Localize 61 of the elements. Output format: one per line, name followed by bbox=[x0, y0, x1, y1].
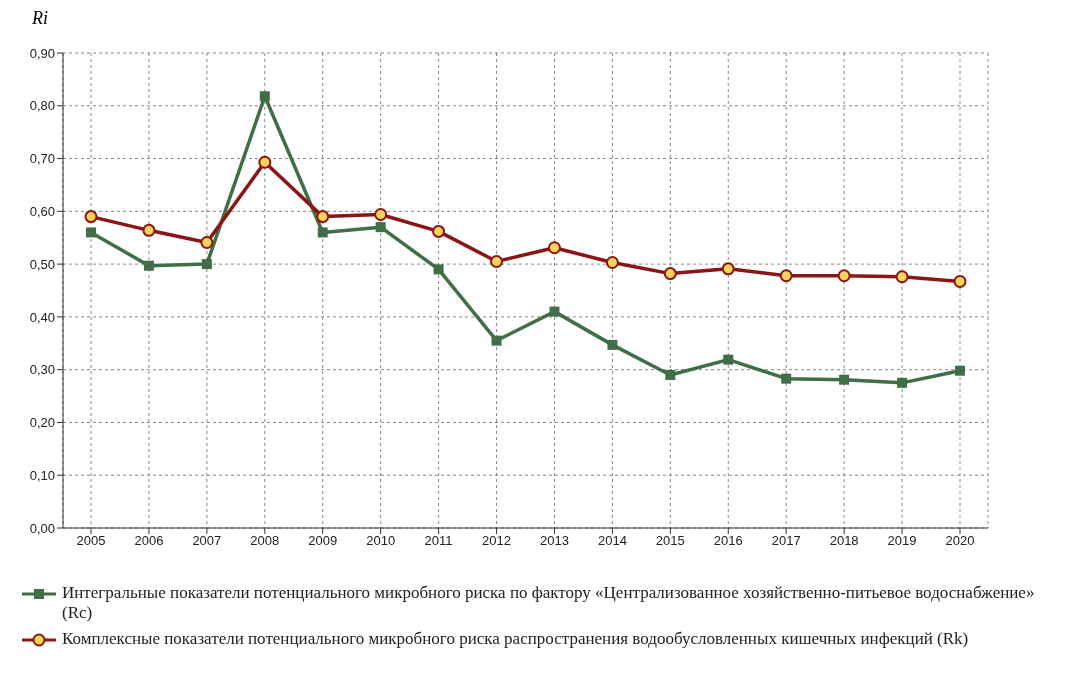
point bbox=[607, 339, 618, 350]
x-tick-label: 2009 bbox=[308, 533, 338, 549]
point bbox=[433, 264, 444, 275]
x-tick-label: 2005 bbox=[76, 533, 106, 549]
point bbox=[143, 260, 154, 271]
x-tick-label: 2020 bbox=[945, 533, 975, 549]
y-tick-label: 0,90 bbox=[29, 45, 55, 61]
x-tick-label: 2016 bbox=[713, 533, 743, 549]
point bbox=[663, 267, 677, 281]
legend-label: Комплексные показатели потенциального микробного риска распространения водообусловленных кишечных инфекций (Rk) bbox=[62, 629, 969, 649]
point bbox=[897, 377, 908, 388]
y-axis-title: Ri bbox=[32, 8, 48, 29]
x-tick-label: 2008 bbox=[250, 533, 280, 549]
x-tick-label: 2015 bbox=[655, 533, 685, 549]
x-tick-label: 2011 bbox=[424, 533, 453, 549]
x-tick-label: 2018 bbox=[829, 533, 859, 549]
x-tick-label: 2014 bbox=[597, 533, 627, 549]
point bbox=[317, 227, 328, 238]
x-tick-label: 2017 bbox=[771, 533, 801, 549]
point bbox=[781, 373, 792, 384]
x-tick-label: 2013 bbox=[540, 533, 569, 549]
point bbox=[84, 210, 98, 224]
y-tick-label: 0,20 bbox=[29, 415, 55, 431]
y-tick-label: 0,50 bbox=[29, 256, 55, 272]
point bbox=[316, 210, 330, 224]
point bbox=[723, 354, 734, 365]
point bbox=[837, 269, 851, 283]
point bbox=[375, 222, 386, 233]
y-tick-label: 0,70 bbox=[29, 151, 55, 167]
point bbox=[258, 155, 272, 169]
legend-label: Интегральные показатели потенциального микробного риска по фактору «Централизованное хозяйственно-питьевое водоснабжение» (Rc) bbox=[62, 583, 1036, 623]
point bbox=[721, 262, 735, 276]
point bbox=[547, 241, 561, 255]
y-tick-label: 0,60 bbox=[29, 203, 55, 219]
y-tick-label: 0,80 bbox=[29, 98, 55, 114]
point bbox=[86, 227, 96, 238]
x-tick-label: 2012 bbox=[482, 533, 511, 549]
point bbox=[142, 223, 156, 237]
point bbox=[200, 235, 214, 249]
point bbox=[953, 275, 967, 289]
point bbox=[491, 335, 502, 346]
point bbox=[665, 369, 676, 380]
point bbox=[201, 259, 212, 270]
point bbox=[779, 269, 793, 283]
y-tick-label: 0,40 bbox=[29, 309, 55, 325]
y-tick-label: 0,10 bbox=[29, 467, 55, 483]
x-tick-label: 2007 bbox=[192, 533, 222, 549]
point bbox=[895, 270, 909, 284]
point bbox=[259, 91, 270, 102]
x-tick-label: 2010 bbox=[366, 533, 396, 549]
x-tick-label: 2006 bbox=[134, 533, 164, 549]
point bbox=[432, 224, 446, 238]
point bbox=[490, 254, 504, 268]
y-tick-label: 0,30 bbox=[29, 362, 55, 378]
point bbox=[549, 306, 560, 317]
point bbox=[955, 365, 965, 376]
point bbox=[605, 256, 619, 270]
point bbox=[374, 208, 388, 221]
x-tick-label: 2019 bbox=[887, 533, 917, 549]
point bbox=[839, 374, 850, 385]
y-tick-label: 0,00 bbox=[29, 520, 55, 536]
